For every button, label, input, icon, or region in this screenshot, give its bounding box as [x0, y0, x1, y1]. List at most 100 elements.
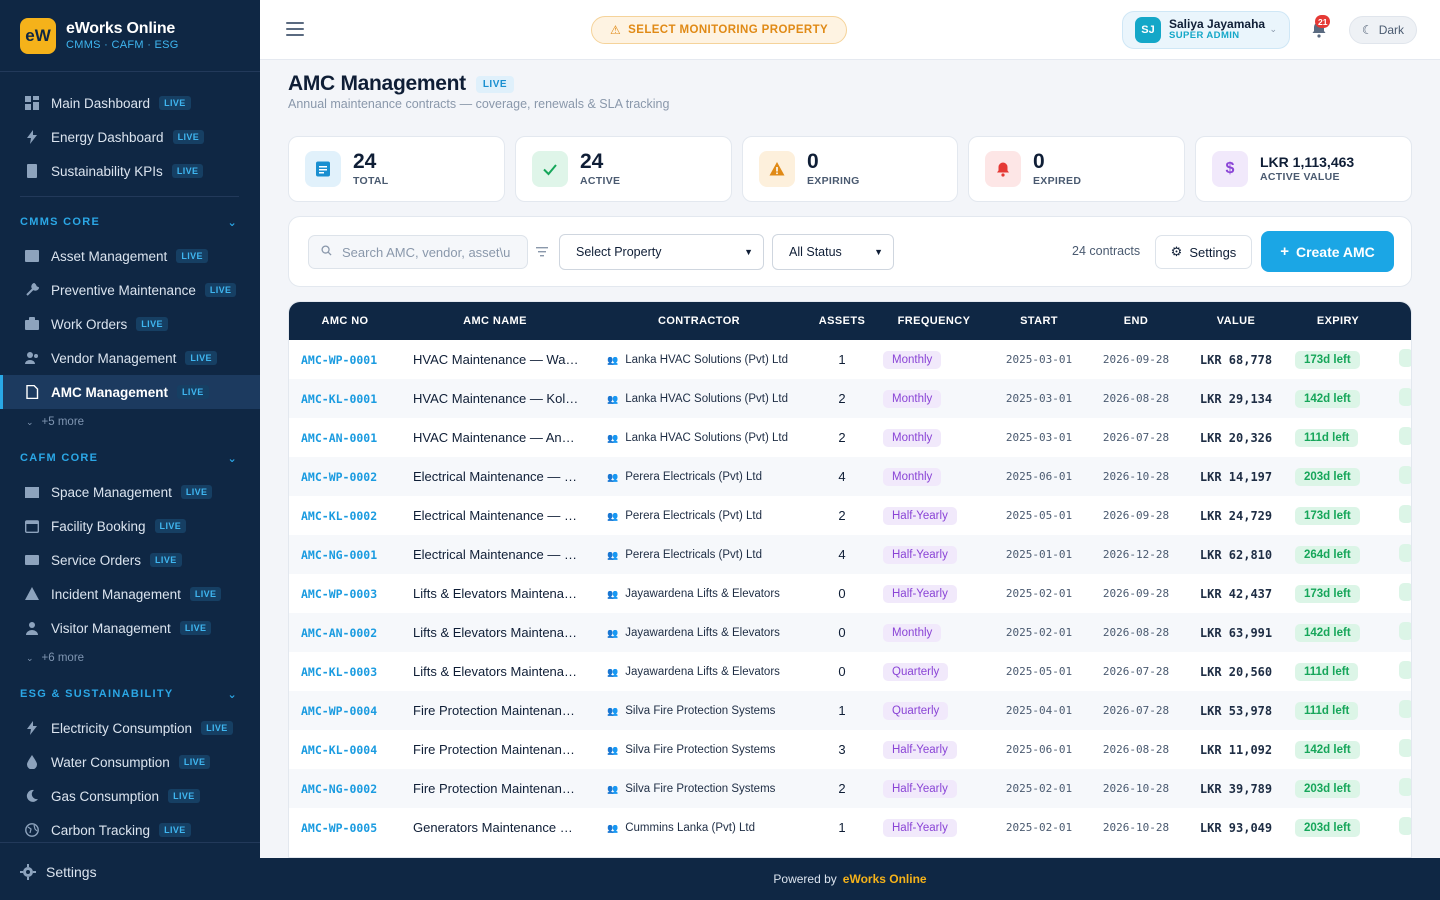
expiry-badge: 173d left	[1295, 350, 1360, 369]
table-row[interactable]: AMC-WP-0001 HVAC Maintenance — War… 👥 Lanka…	[289, 340, 1411, 379]
sidebar-settings[interactable]: Settings	[0, 842, 260, 900]
table-row[interactable]: AMC-NG-0002 Fire Protection Maintenanc… 👥 S…	[289, 769, 1411, 808]
expiry-badge: 173d left	[1295, 506, 1360, 525]
column-header-end[interactable]: END	[1085, 302, 1187, 340]
section-cmms-core[interactable]: CMMS CORE ⌄	[0, 205, 260, 239]
settings-button[interactable]: ⚙ Settings	[1155, 235, 1252, 269]
column-header-expiry[interactable]: EXPIRY	[1285, 302, 1391, 340]
sidebar-item-sustainability-kpis[interactable]: Sustainability KPIs LIVE	[0, 154, 260, 188]
status-select[interactable]: All Status ▼	[772, 234, 894, 270]
section-esg[interactable]: ESG & SUSTAINABILITY ⌄	[0, 677, 260, 711]
sidebar-item-water-consumption[interactable]: Water Consumption LIVE	[0, 745, 260, 779]
amc-no-link[interactable]: AMC-WP-0002	[289, 457, 401, 496]
table-row[interactable]: AMC-WP-0005 Generators Maintenance —… 👥 Cum…	[289, 808, 1411, 847]
live-badge: LIVE	[177, 385, 209, 399]
sidebar-item-gas-consumption[interactable]: Gas Consumption LIVE	[0, 779, 260, 813]
status-badge	[1399, 349, 1411, 367]
stat-card-total[interactable]: 24 TOTAL	[288, 136, 505, 202]
amc-no-link[interactable]: AMC-WP-0005	[301, 820, 378, 835]
sidebar-item-vendor-management[interactable]: Vendor Management LIVE	[0, 341, 260, 375]
column-header-amc-no[interactable]: AMC NO	[289, 302, 401, 340]
search-box[interactable]	[308, 235, 528, 269]
column-header-frequency[interactable]: FREQUENCY	[875, 302, 993, 340]
sidebar-item-main-dashboard[interactable]: Main Dashboard LIVE	[0, 86, 260, 120]
table-row[interactable]: AMC-WP-0004 Fire Protection Maintenanc… 👥 S…	[289, 691, 1411, 730]
column-header-amc-name[interactable]: AMC NAME	[401, 302, 589, 340]
sidebar-item-carbon-tracking[interactable]: Carbon Tracking LIVE	[0, 813, 260, 847]
users-icon: 👥	[607, 627, 619, 638]
brand[interactable]: eW eWorks Online CMMS · CAFM · ESG	[0, 0, 260, 72]
amc-no-link[interactable]: AMC-AN-0002	[289, 613, 401, 652]
stat-card-expiring[interactable]: 0 EXPIRING	[742, 136, 958, 202]
contractor-cell: 👥 Silva Fire Protection Systems	[589, 691, 809, 730]
footer-brand-link[interactable]: eWorks Online	[842, 872, 927, 886]
amc-no-link[interactable]: AMC-NG-0001	[289, 535, 401, 574]
live-badge: LIVE	[204, 283, 237, 297]
table-row[interactable]: AMC-NG-0001 Electrical Maintenance — N… 👥 P…	[289, 535, 1411, 574]
column-header-start[interactable]: START	[993, 302, 1085, 340]
live-badge: LIVE	[178, 755, 211, 769]
amc-no-link[interactable]: AMC-WP-0001	[301, 352, 378, 367]
column-header-contractor[interactable]: CONTRACTOR	[589, 302, 809, 340]
table-row[interactable]: AMC-KL-0004 Fire Protection Maintenanc… 👥 S…	[289, 730, 1411, 769]
theme-toggle-button[interactable]: ☾ Dark	[1349, 16, 1417, 44]
sidebar-item-service-orders[interactable]: Service Orders LIVE	[0, 543, 260, 577]
user-menu[interactable]: SJ Saliya Jayamaha SUPER ADMIN ⌄	[1122, 11, 1290, 49]
status-badge	[1399, 466, 1411, 484]
sidebar-item-facility-booking[interactable]: Facility Booking LIVE	[0, 509, 260, 543]
amc-no-link[interactable]: AMC-NG-0002	[289, 769, 401, 808]
stat-card-active[interactable]: 24 ACTIVE	[515, 136, 732, 202]
create-amc-button[interactable]: + Create AMC	[1261, 231, 1394, 272]
monitoring-property-selector[interactable]: ⚠ SELECT MONITORING PROPERTY	[591, 16, 848, 44]
sidebar-item-visitor-management[interactable]: Visitor Management LIVE	[0, 611, 260, 645]
contractor-cell: 👥 Perera Electricals (Pvt) Ltd	[589, 535, 809, 574]
frequency-cell: Monthly	[875, 340, 993, 379]
amc-no-link[interactable]: AMC-WP-0003	[301, 586, 378, 601]
column-header-value[interactable]: VALUE	[1187, 302, 1285, 340]
table-row[interactable]: AMC-AN-0002 Lifts & Elevators Maintenan… 👥…	[289, 613, 1411, 652]
table-row[interactable]: AMC-WP-0002 Electrical Maintenance — … 👥 Pe…	[289, 457, 1411, 496]
column-header-assets[interactable]: ASSETS	[809, 302, 875, 340]
section-title: ESG & SUSTAINABILITY	[20, 688, 174, 700]
table-row[interactable]: AMC-WP-0003 Lifts & Elevators Maintenan… 👥…	[289, 574, 1411, 613]
show-more-cmms[interactable]: ⌄ +5 more	[0, 409, 260, 435]
amc-name: Electrical Maintenance — N…	[401, 535, 589, 574]
amc-no-link[interactable]: AMC-KL-0003	[301, 664, 378, 679]
amc-no-link[interactable]: AMC-KL-0001	[289, 379, 401, 418]
amc-no-link[interactable]: AMC-KL-0004	[301, 742, 378, 757]
section-cafm-core[interactable]: CAFM CORE ⌄	[0, 441, 260, 475]
sidebar-item-asset-management[interactable]: Asset Management LIVE	[0, 239, 260, 273]
expiry-badge: 142d left	[1295, 389, 1360, 408]
sidebar-item-label: Water Consumption	[51, 754, 170, 770]
stat-card-expired[interactable]: 0 EXPIRED	[968, 136, 1185, 202]
sidebar-item-electricity-consumption[interactable]: Electricity Consumption LIVE	[0, 711, 260, 745]
stat-value: 24	[353, 150, 377, 174]
table-row[interactable]: AMC-KL-0001 HVAC Maintenance — Kollu… 👥 Lan…	[289, 379, 1411, 418]
filter-icon[interactable]	[536, 245, 548, 257]
contract-value: LKR 11,092	[1199, 742, 1273, 757]
sidebar-item-incident-management[interactable]: Incident Management LIVE	[0, 577, 260, 611]
sidebar-item-amc-management[interactable]: AMC Management LIVE	[0, 375, 260, 409]
table-row[interactable]: AMC-AN-0001 HVAC Maintenance — Anur… 👥 Lank…	[289, 418, 1411, 457]
property-select[interactable]: Select Property ▼	[559, 234, 764, 270]
search-input[interactable]	[342, 244, 512, 260]
expiry-badge: 264d left	[1295, 545, 1360, 564]
sidebar-item-preventive-maintenance[interactable]: Preventive Maintenance LIVE	[0, 273, 260, 307]
table-row[interactable]: AMC-KL-0002 Electrical Maintenance — K… 👥 P…	[289, 496, 1411, 535]
contractor-name: Perera Electricals (Pvt) Ltd	[625, 548, 762, 561]
amc-no-link[interactable]: AMC-KL-0002	[301, 508, 378, 523]
show-more-cafm[interactable]: ⌄ +6 more	[0, 645, 260, 671]
status-badge	[1399, 622, 1411, 640]
status-badge	[1399, 544, 1411, 562]
table-row[interactable]: AMC-KL-0003 Lifts & Elevators Maintenan… 👥…	[289, 652, 1411, 691]
sidebar-item-energy-dashboard[interactable]: Energy Dashboard LIVE	[0, 120, 260, 154]
sidebar-item-work-orders[interactable]: Work Orders LIVE	[0, 307, 260, 341]
assets-count: 1	[838, 820, 846, 835]
amc-no-link[interactable]: AMC-WP-0004	[289, 691, 401, 730]
menu-icon[interactable]	[286, 22, 304, 36]
live-badge: LIVE	[201, 721, 233, 735]
amc-no-link[interactable]: AMC-AN-0001	[301, 430, 378, 445]
live-badge: LIVE	[136, 317, 168, 331]
sidebar-item-space-management[interactable]: Space Management LIVE	[0, 475, 260, 509]
stat-card-active-value[interactable]: $ LKR 1,113,463 ACTIVE VALUE	[1195, 136, 1412, 202]
